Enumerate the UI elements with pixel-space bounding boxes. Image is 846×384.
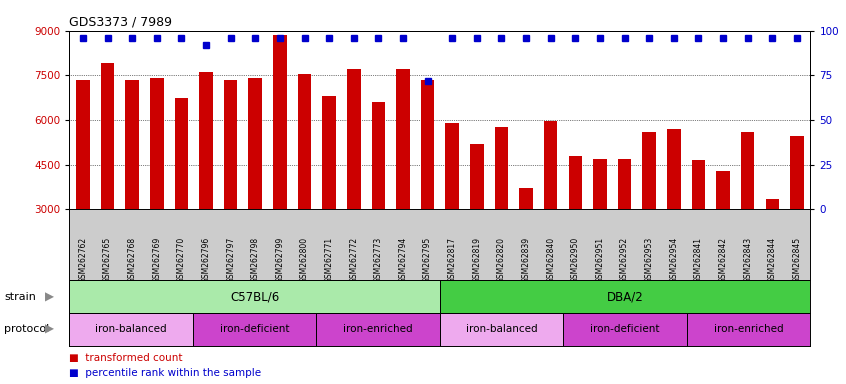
Text: DBA/2: DBA/2 [607, 290, 644, 303]
Text: strain: strain [4, 291, 36, 302]
Bar [766, 199, 779, 209]
Bar [371, 102, 385, 209]
Text: iron-enriched: iron-enriched [343, 324, 413, 334]
Text: iron-deficient: iron-deficient [591, 324, 660, 334]
Bar [544, 121, 558, 209]
Bar [347, 70, 360, 209]
Text: ■  percentile rank within the sample: ■ percentile rank within the sample [69, 368, 261, 378]
Bar [69, 313, 193, 346]
Bar [741, 132, 755, 209]
Bar [440, 313, 563, 346]
Bar [396, 70, 409, 209]
Bar [69, 280, 440, 313]
Bar [593, 159, 607, 209]
Text: ▶: ▶ [45, 323, 53, 336]
Text: iron-balanced: iron-balanced [96, 324, 167, 334]
Bar [667, 129, 680, 209]
Text: protocol: protocol [4, 324, 49, 334]
Bar [193, 313, 316, 346]
Bar [446, 123, 459, 209]
Bar [174, 98, 188, 209]
Bar [569, 156, 582, 209]
Bar [790, 136, 804, 209]
Bar [200, 73, 213, 209]
Bar [76, 80, 90, 209]
Bar [642, 132, 656, 209]
Bar [150, 78, 163, 209]
Bar [692, 160, 706, 209]
Bar [563, 313, 687, 346]
Text: iron-deficient: iron-deficient [220, 324, 289, 334]
Text: iron-enriched: iron-enriched [714, 324, 783, 334]
Text: ■  transformed count: ■ transformed count [69, 353, 183, 363]
Bar [316, 313, 440, 346]
Bar [322, 96, 336, 209]
Bar [687, 313, 810, 346]
Bar [440, 280, 810, 313]
Text: ▶: ▶ [45, 290, 53, 303]
Bar [249, 78, 262, 209]
Bar [125, 80, 139, 209]
Bar [618, 159, 631, 209]
Bar [298, 74, 311, 209]
Bar [519, 189, 533, 209]
Bar [470, 144, 484, 209]
Text: C57BL/6: C57BL/6 [230, 290, 279, 303]
Bar [101, 63, 114, 209]
Bar [717, 170, 730, 209]
Bar [495, 127, 508, 209]
Text: iron-balanced: iron-balanced [466, 324, 537, 334]
Bar [273, 35, 287, 209]
Bar [420, 80, 434, 209]
Text: GDS3373 / 7989: GDS3373 / 7989 [69, 16, 173, 29]
Bar [224, 80, 238, 209]
